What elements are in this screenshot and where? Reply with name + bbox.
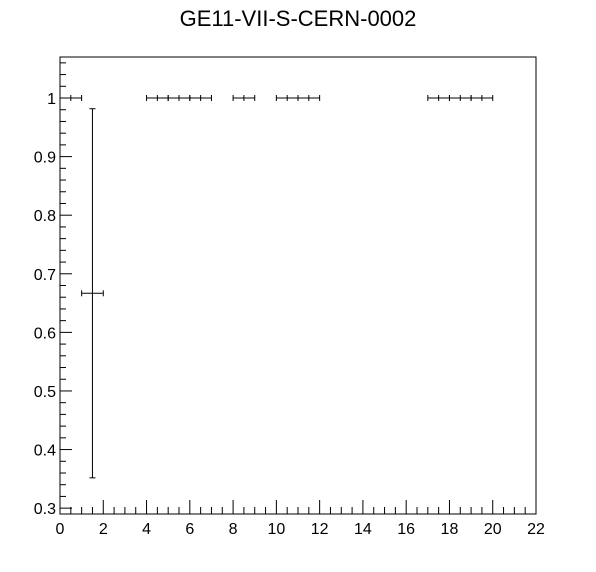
- x-tick-label: 4: [142, 521, 151, 538]
- y-tick-label: 0.7: [34, 267, 56, 284]
- data-point: [59, 95, 83, 102]
- x-tick-label: 22: [527, 521, 545, 538]
- x-tick-label: 8: [229, 521, 238, 538]
- x-tick-label: 10: [267, 521, 285, 538]
- y-axis: 0.3 0.4 0.5 0.6 0.7 0.8 0.9 1: [34, 62, 72, 518]
- data-point: [297, 95, 321, 102]
- plot-frame: [59, 56, 537, 515]
- x-tick-label: 2: [99, 521, 108, 538]
- x-tick-label: 6: [185, 521, 194, 538]
- data-point: [189, 95, 212, 102]
- x-tick-label: 0: [56, 521, 65, 538]
- y-tick-label: 0.3: [34, 501, 56, 518]
- data-series: [59, 95, 494, 479]
- x-tick-label: 14: [354, 521, 372, 538]
- y-tick-label: 0.9: [34, 150, 56, 167]
- chart-title: GE11-VII-S-CERN-0002: [179, 6, 417, 31]
- data-point: [448, 95, 472, 102]
- x-tick-label: 12: [311, 521, 329, 538]
- y-tick-label: 0.6: [34, 325, 56, 342]
- data-point: [427, 95, 450, 102]
- data-point: [146, 95, 169, 102]
- y-tick-label: 1: [47, 91, 56, 108]
- x-tick-label: 18: [441, 521, 459, 538]
- x-axis: 0 2 4 6 8 10 12 14 16 18 20 22: [56, 500, 545, 538]
- data-point: [81, 108, 104, 479]
- data-point: [275, 95, 299, 102]
- y-tick-label: 0.8: [34, 208, 56, 225]
- data-point: [167, 95, 191, 102]
- y-tick-label: 0.5: [34, 384, 56, 401]
- x-tick-label: 20: [484, 521, 502, 538]
- data-point: [470, 95, 494, 102]
- x-tick-label: 16: [397, 521, 415, 538]
- data-point: [232, 95, 256, 102]
- y-tick-label: 0.4: [34, 443, 56, 460]
